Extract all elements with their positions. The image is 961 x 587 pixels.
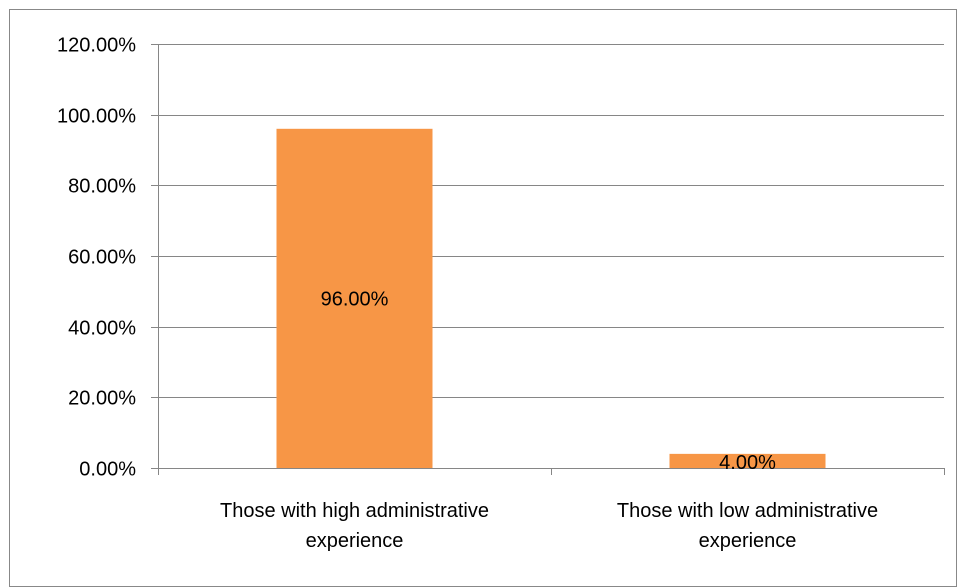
y-tick-label: 60.00%: [68, 247, 136, 269]
data-label: 4.00%: [719, 452, 776, 474]
y-tick-label: 80.00%: [68, 176, 136, 198]
labels: 0.00% 20.00% 40.00% 60.00% 80.00% 100.00% 120.…: [57, 35, 878, 553]
bars: [276, 128, 826, 469]
y-tick-label: 40.00%: [68, 318, 136, 340]
y-tick-label: 0.00%: [79, 459, 136, 481]
y-tick-label: 120.00%: [57, 35, 136, 57]
x-category-label: experience: [306, 530, 404, 552]
data-label: 96.00%: [321, 288, 389, 310]
x-category-label: Those with low administrative: [617, 500, 878, 522]
chart-frame: [9, 9, 957, 587]
gridlines: [151, 44, 944, 469]
axes: [158, 44, 945, 475]
y-tick-label: 20.00%: [68, 388, 136, 410]
x-category-label: Those with high administrative: [220, 500, 489, 522]
x-category-label: experience: [699, 530, 797, 552]
y-tick-label: 100.00%: [57, 106, 136, 128]
bar: [276, 128, 433, 469]
bar: [669, 453, 826, 468]
